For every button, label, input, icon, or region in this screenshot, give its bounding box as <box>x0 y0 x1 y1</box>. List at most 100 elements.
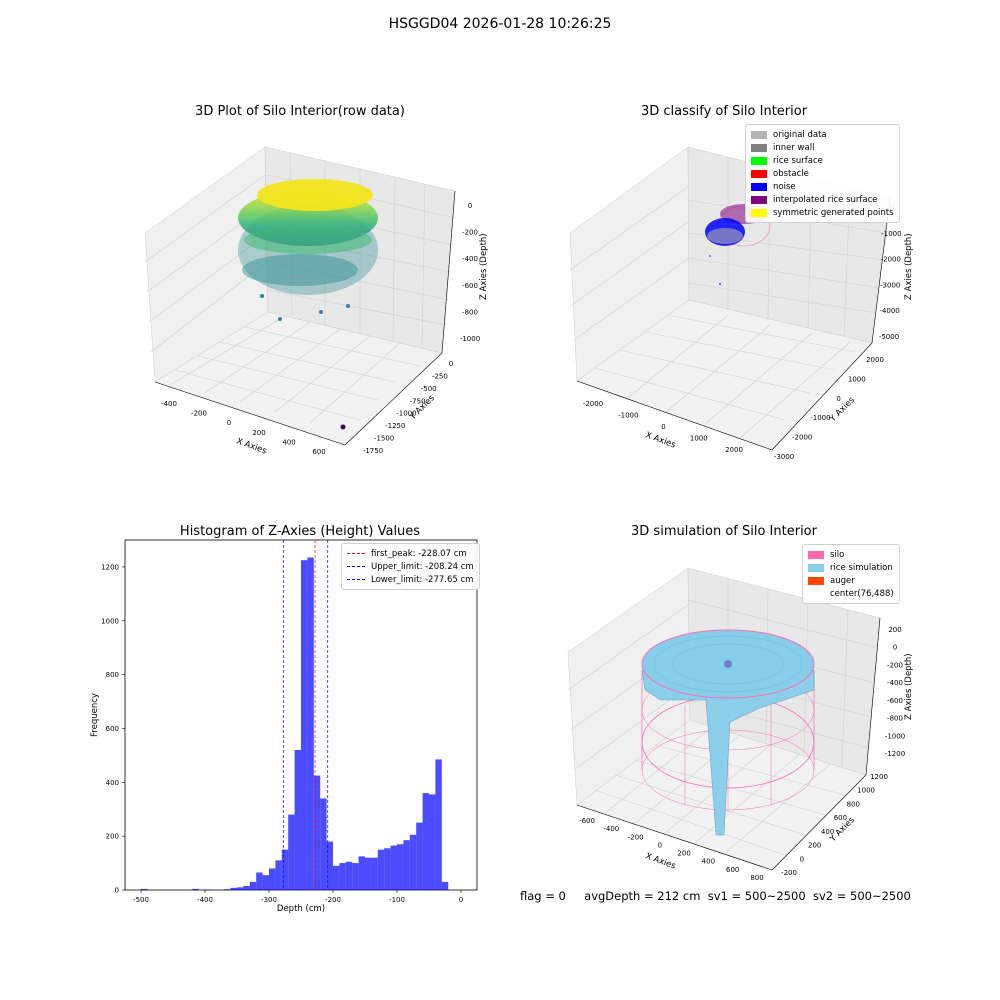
legend-swatch <box>347 579 365 580</box>
histogram-bar <box>422 793 429 890</box>
x-tick-label: -400 <box>197 896 213 904</box>
histogram-axes: -500 -400 -300 -200 -100 0 0 200 400 600 800 1000 1… <box>101 539 478 904</box>
simulation-x-tick-labels: -600 -400 -200 0 200 400 600 800 <box>579 817 764 882</box>
z-tick-label: -1200 <box>885 750 905 758</box>
histogram-bar <box>358 856 365 890</box>
legend-entry: silo <box>808 548 894 561</box>
histogram-bar <box>237 887 244 890</box>
legend-swatch <box>751 195 767 204</box>
histogram-bar <box>390 845 397 890</box>
raw-y-tick-labels: 0-250 -500 -750 -1000 -1250 -1500 -1750 <box>363 360 453 455</box>
legend-swatch <box>808 576 824 585</box>
x-tick-label: 0 <box>227 419 231 427</box>
x-tick-label: -400 <box>161 400 177 408</box>
x-tick-label: -200 <box>191 410 207 418</box>
histogram-x-axis-label: Depth (cm) <box>277 904 325 914</box>
histogram-x-ticks: -500 -400 -300 -200 -100 0 <box>133 890 463 904</box>
x-tick-label: 200 <box>252 429 265 437</box>
histogram-bar <box>333 865 340 890</box>
histogram-bar <box>141 888 148 890</box>
legend-entry: Lower_limit: -277.65 cm <box>347 573 474 586</box>
y-tick-label: 800 <box>106 671 119 679</box>
histogram-bar <box>243 885 250 890</box>
y-tick-label: 1000 <box>857 787 875 795</box>
histogram-title: Histogram of Z-Axies (Height) Values <box>179 524 421 539</box>
histogram-bar <box>281 849 289 890</box>
y-tick-label: 400 <box>106 779 119 787</box>
histogram-bar <box>288 814 295 890</box>
legend-entry: auger <box>808 574 894 587</box>
x-tick-label: -1000 <box>618 412 638 420</box>
legend-swatch <box>347 566 365 567</box>
y-tick-label: 1000 <box>101 617 119 625</box>
histogram-legend: first_peak: -228.07 cm Upper_limit: -208.… <box>341 543 480 590</box>
histogram-bar <box>230 887 237 890</box>
legend-entry: interpolated rice surface <box>751 193 894 206</box>
z-tick-label: -200 <box>887 661 903 669</box>
classify-z-axis-label: Z Axies (Depth) <box>904 233 914 300</box>
y-tick-label: 0 <box>115 887 119 895</box>
z-tick-label: 200 <box>888 626 901 634</box>
status-footer: flag = 0 avgDepth = 212 cm sv1 = 500~250… <box>520 889 911 903</box>
simulation-z-tick-labels: 200 0 -200 -400 -600 -800 -1000 -1200 <box>885 626 905 758</box>
histogram-bar <box>365 857 372 890</box>
classify-x-tick-labels: -2000 -1000 0 1000 2000 <box>583 400 743 454</box>
z-tick-label: -600 <box>462 282 478 290</box>
legend-entry: noise <box>751 180 894 193</box>
histogram-bar <box>441 881 449 890</box>
histogram-bar <box>429 794 436 890</box>
x-tick-label: 800 <box>750 874 763 882</box>
z-tick-label: -800 <box>887 715 903 723</box>
y-tick-label: 0 <box>800 855 804 863</box>
x-tick-label: 600 <box>726 866 739 874</box>
legend-swatch <box>751 208 767 217</box>
legend-swatch <box>808 589 824 598</box>
figure-title: HSGGD04 2026-01-28 10:26:25 <box>388 16 612 32</box>
y-tick-label: -1500 <box>374 435 394 443</box>
histogram-bar <box>403 840 410 890</box>
histogram-bar <box>269 868 276 890</box>
raw-z-axis-label: Z Axies (Depth) <box>479 233 489 300</box>
histogram-bar <box>320 798 327 890</box>
x-tick-label: 0 <box>459 896 463 904</box>
legend-label: rice surface <box>773 155 823 166</box>
y-tick-label: 1000 <box>848 375 866 383</box>
z-tick-label: 0 <box>468 202 472 210</box>
y-tick-label: -1750 <box>363 447 383 455</box>
legend-label: symmetric generated points <box>773 207 894 218</box>
x-tick-label: 200 <box>677 850 690 858</box>
legend-swatch <box>808 563 824 572</box>
z-tick-label: -400 <box>887 679 903 687</box>
x-tick-label: 400 <box>282 438 295 446</box>
x-tick-label: -300 <box>261 896 277 904</box>
histogram-bar <box>307 557 314 890</box>
legend-swatch <box>751 143 767 152</box>
histogram-bar <box>205 889 212 890</box>
x-tick-label: -400 <box>603 825 619 833</box>
classify-plot-title: 3D classify of Silo Interior <box>640 104 808 119</box>
y-tick-label: 800 <box>847 800 860 808</box>
legend-swatch <box>751 130 767 139</box>
histogram-bar <box>294 750 301 890</box>
histogram-bar <box>275 860 282 890</box>
y-tick-label: 400 <box>821 828 834 836</box>
legend-entry: first_peak: -228.07 cm <box>347 547 474 560</box>
x-tick-label: 400 <box>702 858 715 866</box>
legend-entry: symmetric generated points <box>751 206 894 219</box>
histogram-bar <box>397 844 404 890</box>
legend-entry: rice surface <box>751 154 894 167</box>
histogram-bar <box>384 848 391 890</box>
z-tick-label: 0 <box>893 644 897 652</box>
z-tick-label: -1000 <box>885 732 905 740</box>
legend-label: original data <box>773 129 827 140</box>
legend-entry: obstacle <box>751 167 894 180</box>
x-tick-label: 0 <box>658 841 662 849</box>
classify-y-tick-labels: 2000 1000 0 -1000 -2000 -3000 <box>774 356 884 461</box>
z-tick-label: -3000 <box>880 281 900 289</box>
z-tick-label: -2000 <box>881 256 901 264</box>
legend-label: obstacle <box>773 168 809 179</box>
simulation-z-axis-label: Z Axies (Depth) <box>904 653 914 720</box>
raw-plot-title: 3D Plot of Silo Interior(row data) <box>195 104 405 119</box>
x-tick-label: -600 <box>579 817 595 825</box>
